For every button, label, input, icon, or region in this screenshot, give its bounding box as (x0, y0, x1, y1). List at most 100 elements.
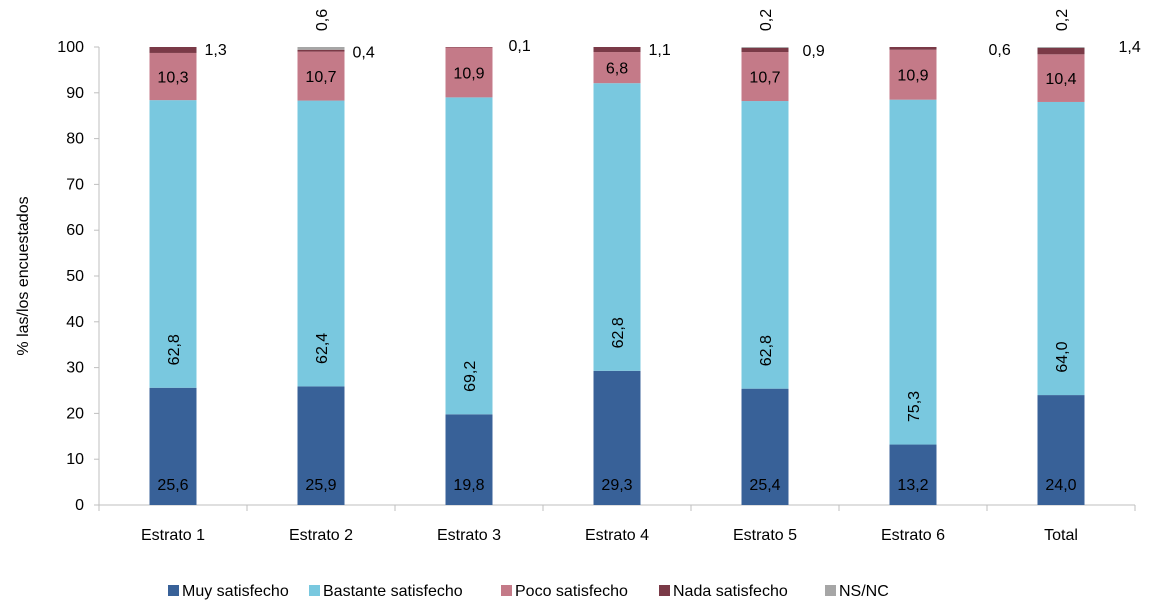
legend-swatch (309, 585, 320, 596)
y-tick-label: 20 (66, 405, 84, 422)
bar-segment-bastante-satisfecho (297, 100, 345, 387)
data-label-poco-satisfecho: 10,7 (749, 70, 780, 87)
legend: Muy satisfecho Bastante satisfecho Poco sa… (168, 583, 889, 600)
bar-segment-bastante-satisfecho (889, 99, 937, 445)
y-tick-label: 10 (66, 451, 84, 468)
data-labels: 25,6 62,8 10,3 1,3 25,9 62,4 10,7 0,4 0,6 19,8 69,… (157, 9, 1140, 494)
bar-segment-muy-satisfecho (1037, 395, 1085, 505)
bar-segment-poco-satisfecho (741, 52, 789, 102)
bar-segment-bastante-satisfecho (1037, 101, 1085, 396)
data-label-muy-satisfecho: 13,2 (897, 477, 928, 494)
data-label-bastante-satisfecho: 69,2 (462, 361, 479, 392)
legend-label: Bastante satisfecho (323, 583, 463, 600)
data-label-muy-satisfecho: 25,4 (749, 477, 780, 494)
data-label-bastante-satisfecho: 62,8 (166, 334, 183, 365)
x-tick-label: Estrato 6 (881, 527, 945, 544)
data-label-poco-satisfecho: 6,8 (606, 61, 628, 78)
bar-segment-nada-satisfecho (593, 47, 641, 53)
y-tick-label: 0 (75, 497, 84, 514)
data-label-poco-satisfecho: 10,9 (453, 65, 484, 82)
bar-segment-bastante-satisfecho (593, 83, 641, 371)
bar-segment-nada-satisfecho (297, 49, 345, 52)
bar-segment-ns-nc (741, 47, 789, 48)
data-label-nada-satisfecho: 0,9 (803, 43, 825, 60)
data-label-muy-satisfecho: 24,0 (1045, 477, 1076, 494)
bar-segment-ns-nc (297, 47, 345, 50)
bars (149, 47, 1085, 505)
y-tick-label: 80 (66, 131, 84, 148)
y-axis-ticks: 0 10 20 30 40 50 60 70 80 90 100 (57, 39, 99, 514)
data-label-poco-satisfecho: 10,7 (305, 69, 336, 86)
data-label-poco-satisfecho: 10,4 (1045, 71, 1076, 88)
data-label-bastante-satisfecho: 64,0 (1054, 341, 1071, 372)
y-tick-label: 70 (66, 176, 84, 193)
data-label-ns-nc: 0,6 (314, 9, 331, 31)
data-label-nada-satisfecho: 1,1 (649, 42, 671, 59)
legend-item-ns-nc: NS/NC (825, 583, 889, 600)
bar-segment-bastante-satisfecho (741, 101, 789, 389)
x-tick-label: Estrato 5 (733, 527, 797, 544)
data-label-ns-nc: 0,2 (1054, 9, 1071, 31)
legend-item-nada-satisfecho: Nada satisfecho (659, 583, 788, 600)
data-label-poco-satisfecho: 10,9 (897, 68, 928, 85)
bar-segment-nada-satisfecho (741, 47, 789, 53)
legend-label: Nada satisfecho (673, 583, 788, 600)
data-label-muy-satisfecho: 29,3 (601, 477, 632, 494)
bar-segment-poco-satisfecho (445, 47, 493, 98)
y-tick-label: 90 (66, 85, 84, 102)
data-label-nada-satisfecho: 1,4 (1119, 39, 1141, 56)
data-label-bastante-satisfecho: 62,4 (314, 333, 331, 364)
data-label-muy-satisfecho: 25,9 (305, 477, 336, 494)
bar-segment-poco-satisfecho (1037, 54, 1085, 102)
bar-segment-poco-satisfecho (593, 52, 641, 84)
y-tick-label: 100 (57, 39, 84, 56)
legend-item-poco-satisfecho: Poco satisfecho (501, 583, 628, 600)
legend-swatch (501, 585, 512, 596)
x-tick-label: Estrato 3 (437, 527, 501, 544)
data-label-bastante-satisfecho: 62,8 (610, 317, 627, 348)
bar-segment-muy-satisfecho (741, 388, 789, 505)
bar-segment-muy-satisfecho (445, 414, 493, 505)
data-label-nada-satisfecho: 0,6 (989, 42, 1011, 59)
x-axis-ticks: Estrato 1 Estrato 2 Estrato 3 Estrato 4 Estr… (98, 505, 1136, 544)
bar-segment-muy-satisfecho (593, 370, 641, 505)
data-label-nada-satisfecho: 0,4 (353, 45, 375, 62)
x-tick-label: Estrato 4 (585, 527, 649, 544)
legend-swatch (659, 585, 670, 596)
x-tick-label: Estrato 2 (289, 527, 353, 544)
bar-segment-nada-satisfecho (1037, 47, 1085, 55)
data-label-poco-satisfecho: 10,3 (157, 70, 188, 87)
y-axis-title: % las/los encuestados (15, 196, 32, 355)
data-label-bastante-satisfecho: 62,8 (758, 335, 775, 366)
legend-swatch (825, 585, 836, 596)
bar-segment-nada-satisfecho (889, 47, 937, 50)
legend-item-bastante-satisfecho: Bastante satisfecho (309, 583, 463, 600)
x-tick-label: Estrato 1 (141, 527, 205, 544)
bar-segment-poco-satisfecho (889, 49, 937, 100)
bar-segment-muy-satisfecho (889, 444, 937, 505)
bar-segment-bastante-satisfecho (445, 97, 493, 415)
data-label-muy-satisfecho: 19,8 (453, 477, 484, 494)
data-label-muy-satisfecho: 25,6 (157, 477, 188, 494)
y-tick-label: 60 (66, 222, 84, 239)
legend-label: Poco satisfecho (515, 583, 628, 600)
bar-segment-muy-satisfecho (149, 387, 197, 505)
legend-label: NS/NC (839, 583, 889, 600)
legend-swatch (168, 585, 179, 596)
bar-segment-ns-nc (1037, 47, 1085, 48)
x-tick-label: Total (1044, 527, 1078, 544)
legend-label: Muy satisfecho (182, 583, 289, 600)
bar-segment-muy-satisfecho (297, 386, 345, 505)
data-label-ns-nc: 0,2 (758, 9, 775, 31)
bar-segment-bastante-satisfecho (149, 100, 197, 388)
y-tick-label: 50 (66, 268, 84, 285)
data-label-nada-satisfecho: 0,1 (509, 38, 531, 55)
bar-segment-nada-satisfecho (149, 47, 197, 53)
y-tick-label: 40 (66, 314, 84, 331)
bar-segment-poco-satisfecho (297, 51, 345, 101)
data-label-bastante-satisfecho: 75,3 (906, 391, 923, 422)
legend-item-muy-satisfecho: Muy satisfecho (168, 583, 289, 600)
bar-segment-poco-satisfecho (149, 52, 197, 101)
